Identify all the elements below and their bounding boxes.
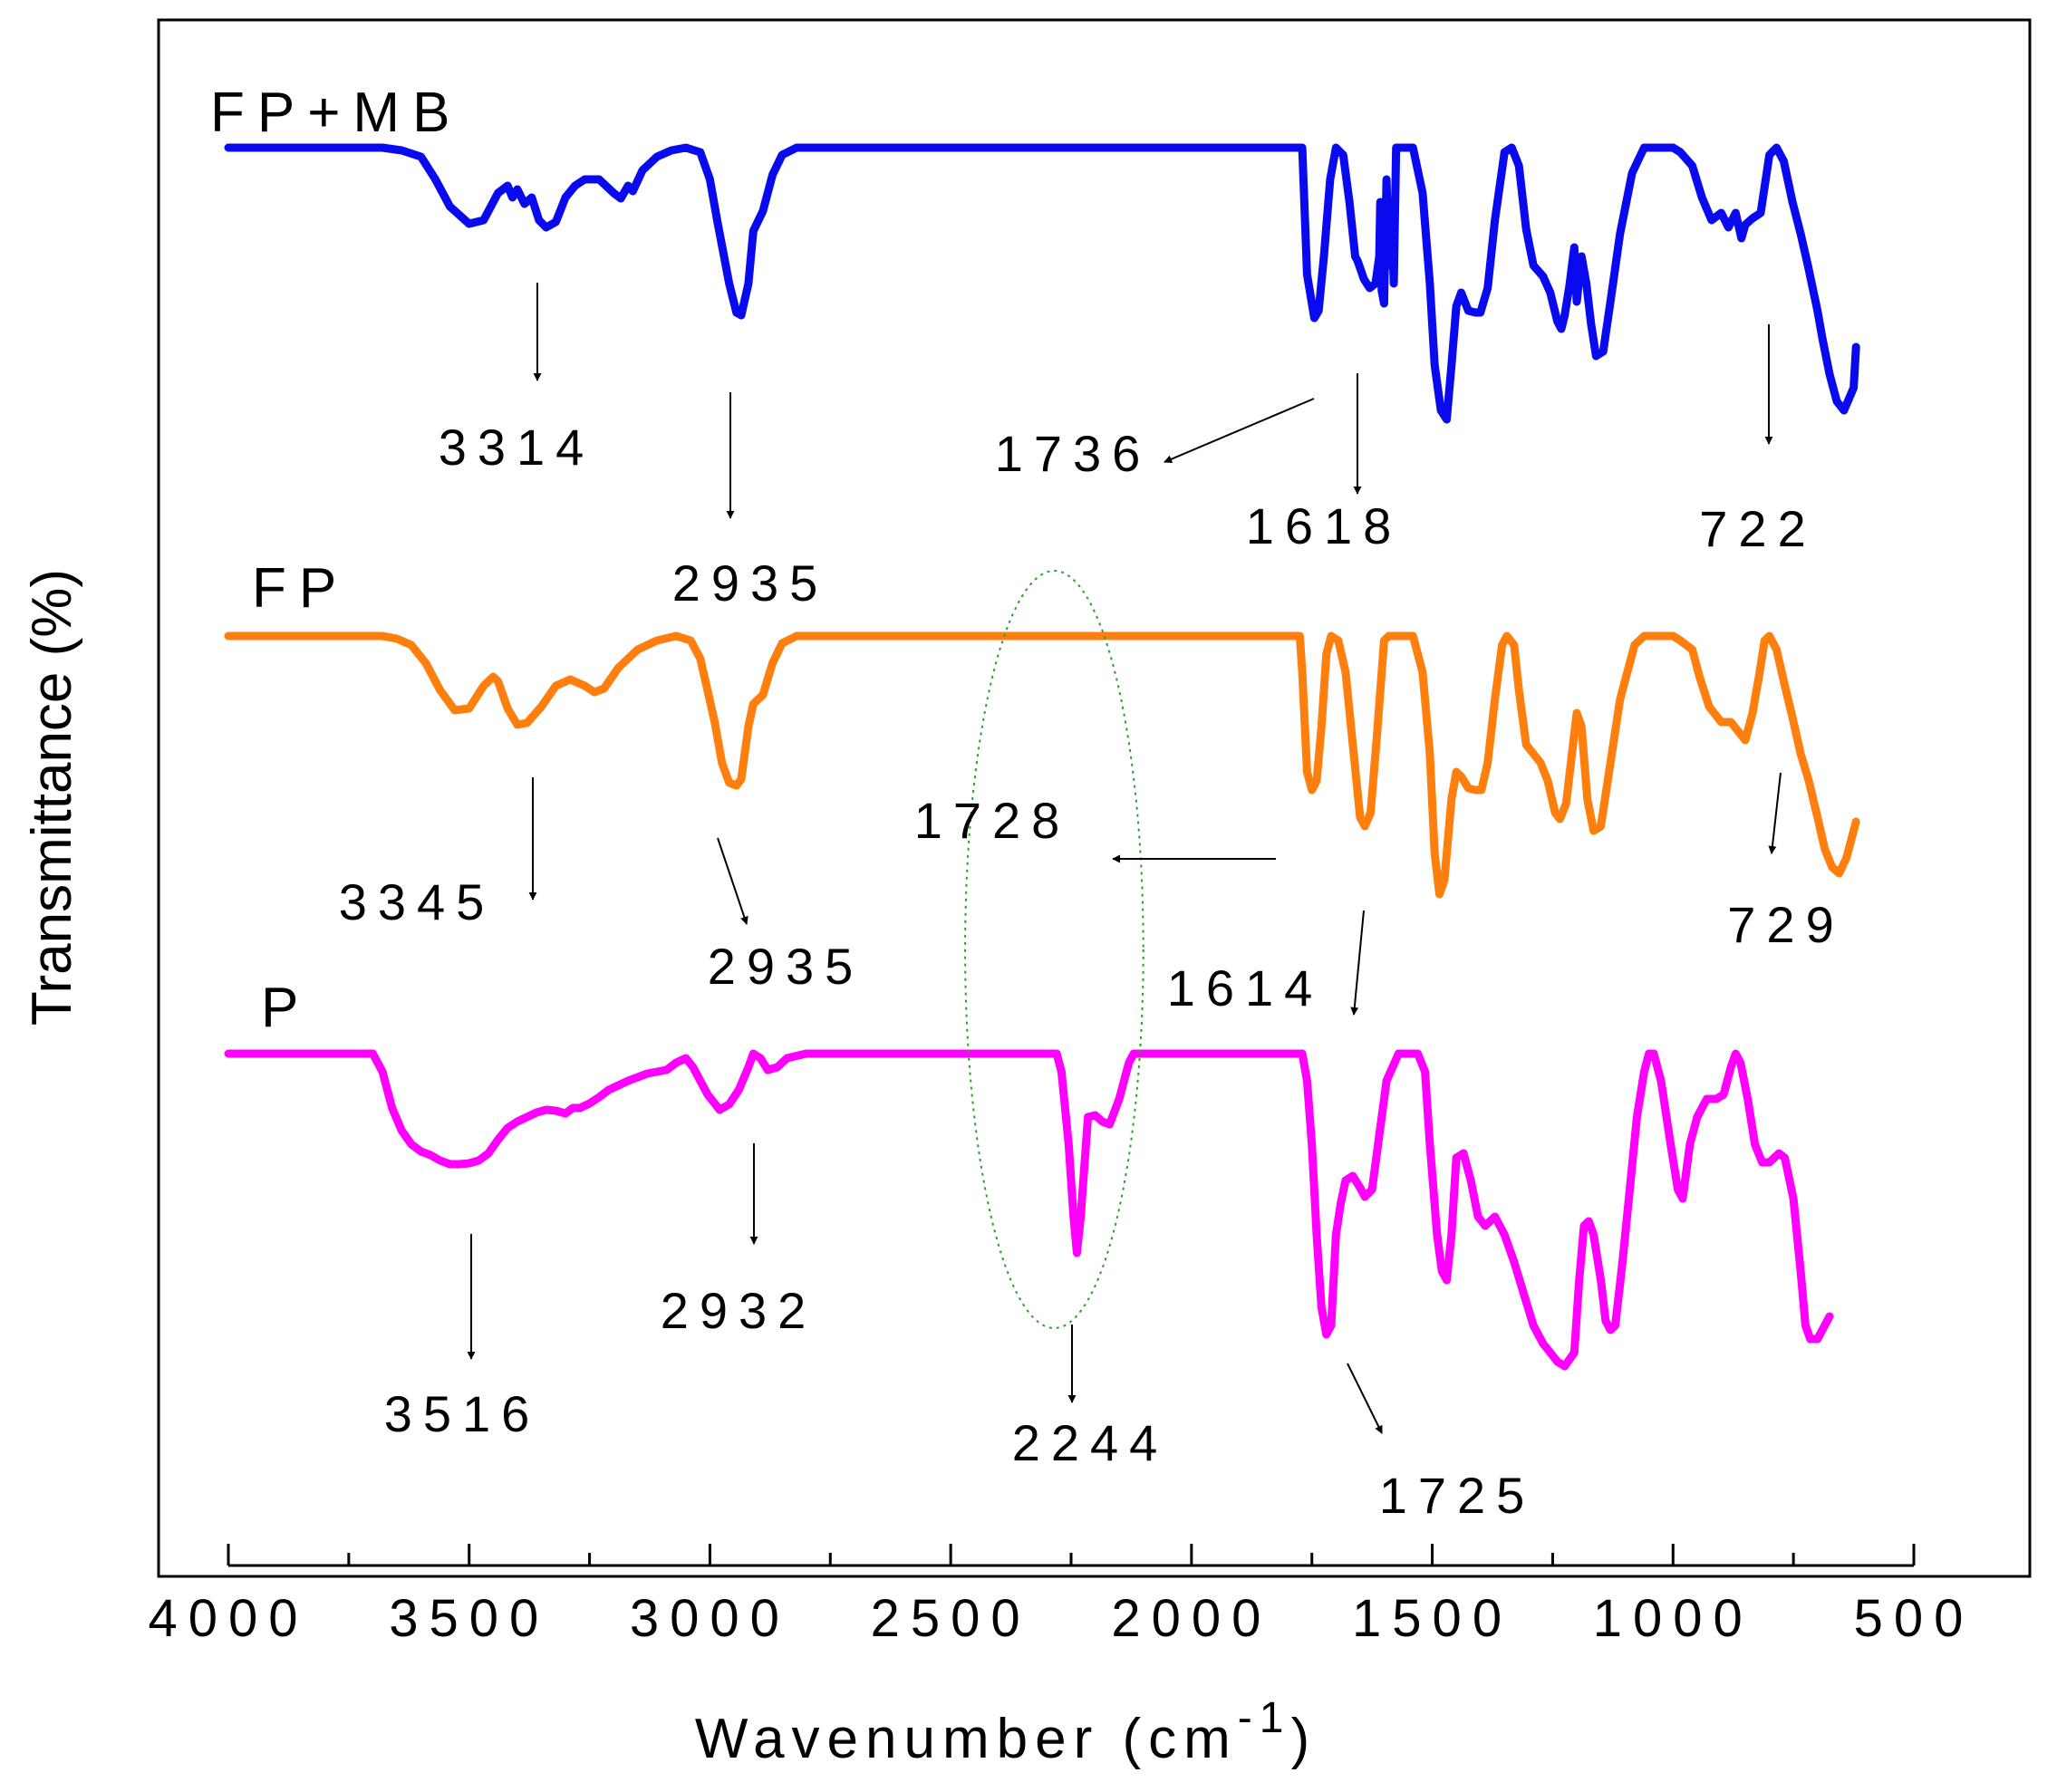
x-axis: 4000 3500 3000 2500 2000 1500 1000 500 bbox=[148, 1544, 1975, 1648]
peak-label: 2932 bbox=[661, 1282, 817, 1339]
peak-arrow bbox=[1347, 1363, 1383, 1434]
peak-label: 3314 bbox=[439, 419, 595, 476]
highlight-ellipse-group bbox=[964, 570, 1144, 1329]
plot-frame bbox=[157, 18, 2032, 1578]
series-group bbox=[224, 143, 1860, 1371]
series-line-fp-mb bbox=[224, 143, 1860, 424]
peak-label: 1614 bbox=[1167, 959, 1324, 1016]
x-tick-label: 3500 bbox=[389, 1589, 549, 1648]
peak-label: 2935 bbox=[672, 554, 829, 612]
series-line-p bbox=[224, 1049, 1834, 1371]
peak-label: 3345 bbox=[339, 873, 496, 930]
peak-label: 729 bbox=[1727, 896, 1844, 953]
series-labels: FP+MB FP P bbox=[210, 82, 462, 1039]
x-axis-title: Wavenumber (cm-1) bbox=[695, 1694, 1317, 1770]
peak-label: 1618 bbox=[1246, 497, 1403, 554]
x-tick-label: 500 bbox=[1854, 1589, 1975, 1648]
peak-arrow bbox=[1768, 772, 1782, 854]
y-axis-title: Transmittance (%) bbox=[21, 569, 83, 1026]
x-tick-label: 2000 bbox=[1111, 1589, 1271, 1648]
series-label: FP+MB bbox=[210, 82, 462, 144]
series-label: P bbox=[261, 977, 311, 1039]
series-label: FP bbox=[252, 557, 349, 620]
peak-label: 1736 bbox=[995, 425, 1152, 482]
peak-label: 722 bbox=[1699, 500, 1816, 557]
peak-annotations: 3314 2935 1736 1618 722 3345 2935 1728 1614 729 35… bbox=[339, 283, 1844, 1524]
peak-label: 3516 bbox=[384, 1385, 541, 1442]
peak-arrow bbox=[1164, 398, 1315, 463]
x-tick-label: 3000 bbox=[630, 1589, 790, 1648]
x-tick-label: 4000 bbox=[148, 1589, 308, 1648]
x-tick-label: 1500 bbox=[1352, 1589, 1512, 1648]
peak-arrow bbox=[717, 837, 748, 925]
x-tick-label: 2500 bbox=[871, 1589, 1031, 1648]
x-tick-label: 1000 bbox=[1593, 1589, 1753, 1648]
peak-arrow bbox=[1350, 910, 1365, 1016]
series-line-fp bbox=[224, 631, 1860, 899]
peak-label: 2935 bbox=[708, 938, 864, 995]
peak-label: 1725 bbox=[1379, 1467, 1536, 1524]
peak-label: 1728 bbox=[914, 792, 1071, 849]
peak-label: 2244 bbox=[1012, 1414, 1169, 1471]
highlight-ellipse bbox=[964, 570, 1144, 1329]
